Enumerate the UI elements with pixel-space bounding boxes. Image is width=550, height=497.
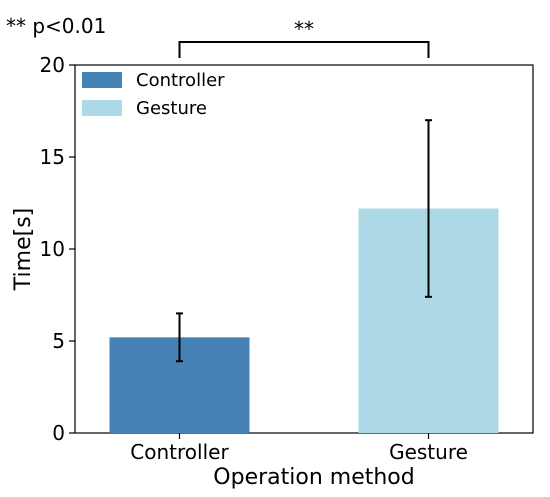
y-axis-label: Time[s] <box>11 208 36 291</box>
error-bars-group <box>176 119 432 363</box>
bracket-label: ** <box>294 17 314 41</box>
y-tick-label: 10 <box>40 237 65 261</box>
legend-label: Gesture <box>136 98 207 119</box>
bars-group <box>109 208 499 433</box>
legend: Controller Gesture <box>82 70 225 119</box>
significance-bracket: ** <box>178 17 430 58</box>
y-tick-label: 20 <box>40 53 65 77</box>
error-bar-gesture <box>425 119 432 298</box>
x-axis-ticks: Controller Gesture <box>130 433 468 464</box>
legend-swatch <box>82 72 122 88</box>
significance-note: ** p<0.01 <box>6 14 106 38</box>
x-tick-label: Gesture <box>389 440 468 464</box>
error-bar-controller <box>176 312 183 363</box>
legend-label: Controller <box>136 70 225 91</box>
x-tick-label: Controller <box>130 440 229 464</box>
x-axis-label: Operation method <box>213 465 414 490</box>
y-axis-ticks: 0 5 10 15 20 <box>40 53 75 445</box>
bracket-line <box>178 41 430 58</box>
y-tick-label: 5 <box>52 329 65 353</box>
legend-swatch <box>82 100 122 116</box>
y-tick-label: 0 <box>52 421 65 445</box>
y-tick-label: 15 <box>40 145 65 169</box>
